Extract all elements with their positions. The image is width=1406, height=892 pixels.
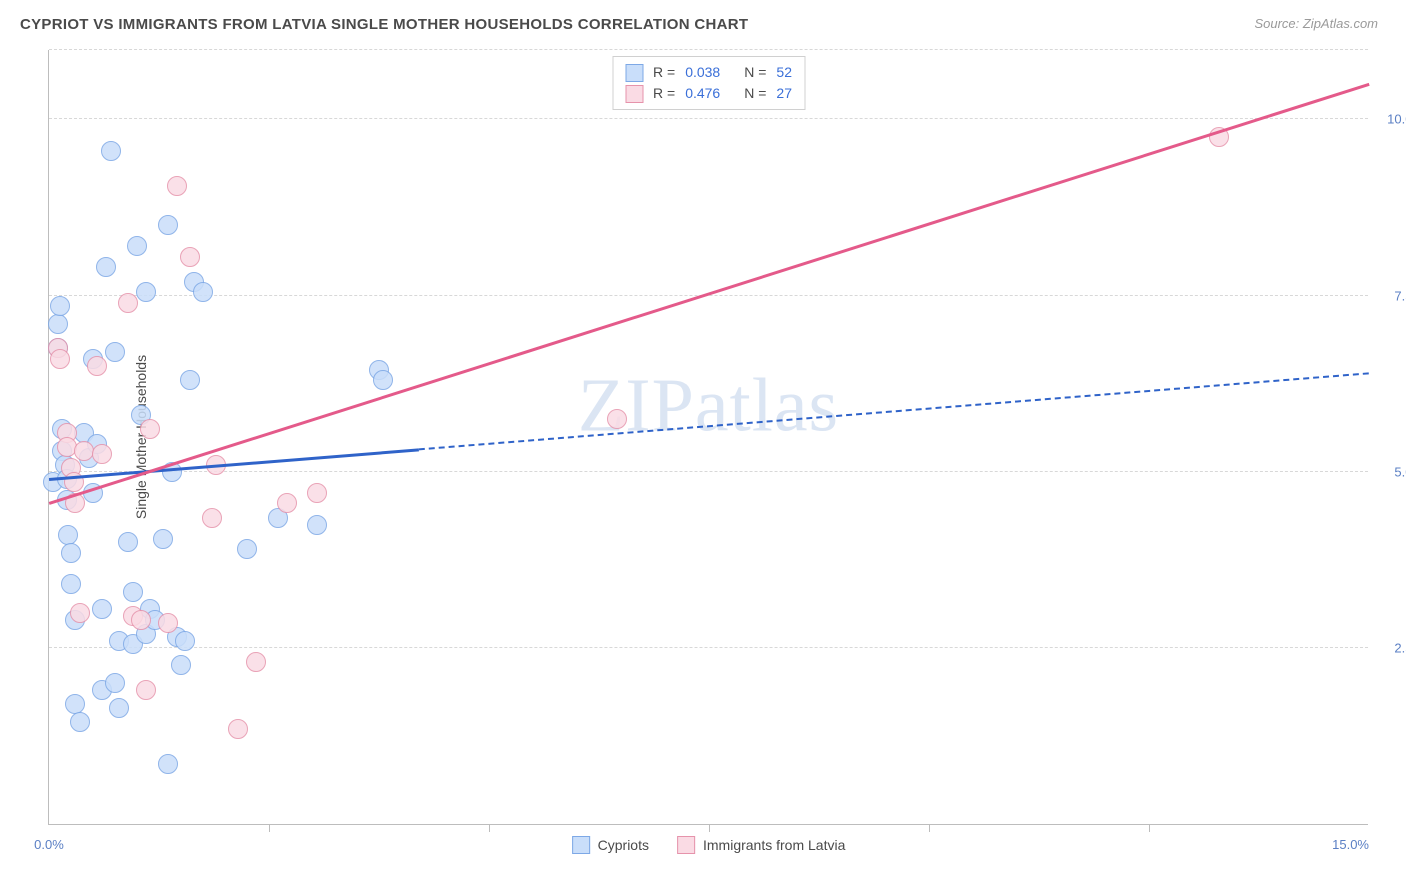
data-point: [48, 314, 68, 334]
data-point: [61, 543, 81, 563]
gridline: [49, 118, 1368, 119]
legend-label: Immigrants from Latvia: [703, 837, 845, 853]
data-point: [246, 652, 266, 672]
data-point: [373, 370, 393, 390]
data-point: [171, 655, 191, 675]
y-tick-label: 10.0%: [1387, 112, 1406, 127]
chart-source: Source: ZipAtlas.com: [1254, 16, 1378, 31]
data-point: [96, 257, 116, 277]
legend-label: Cypriots: [598, 837, 649, 853]
chart-plot-area: Single Mother Households ZIPatlas 2.5%5.…: [48, 50, 1368, 825]
legend-stat-row: R = 0.476 N = 27: [625, 83, 792, 104]
data-point: [127, 236, 147, 256]
data-point: [87, 356, 107, 376]
data-point: [180, 247, 200, 267]
legend-swatch: [677, 836, 695, 854]
stat-r-label: R =: [653, 83, 675, 104]
x-tick: [269, 824, 270, 832]
data-point: [105, 673, 125, 693]
data-point: [131, 610, 151, 630]
x-tick: [709, 824, 710, 832]
data-point: [607, 409, 627, 429]
trend-line: [49, 373, 1369, 479]
data-point: [228, 719, 248, 739]
legend-swatch: [625, 85, 643, 103]
data-point: [277, 493, 297, 513]
data-point: [153, 529, 173, 549]
data-point: [61, 574, 81, 594]
data-point: [136, 680, 156, 700]
data-point: [50, 349, 70, 369]
stat-r-value: 0.476: [685, 83, 720, 104]
data-point: [202, 508, 222, 528]
x-tick: [929, 824, 930, 832]
stat-n-label: N =: [744, 62, 766, 83]
y-tick-label: 2.5%: [1394, 640, 1406, 655]
data-point: [105, 342, 125, 362]
y-tick-label: 5.0%: [1394, 464, 1406, 479]
data-point: [118, 532, 138, 552]
chart-title: CYPRIOT VS IMMIGRANTS FROM LATVIA SINGLE…: [20, 16, 748, 33]
data-point: [167, 176, 187, 196]
data-point: [158, 613, 178, 633]
data-point: [92, 599, 112, 619]
data-point: [307, 515, 327, 535]
x-tick: [489, 824, 490, 832]
legend-item: Cypriots: [572, 836, 649, 854]
legend-stat-row: R = 0.038 N = 52: [625, 62, 792, 83]
data-point: [118, 293, 138, 313]
gridline: [49, 647, 1368, 648]
data-point: [307, 483, 327, 503]
data-point: [158, 754, 178, 774]
data-point: [123, 582, 143, 602]
data-point: [101, 141, 121, 161]
data-point: [92, 444, 112, 464]
data-point: [237, 539, 257, 559]
data-point: [180, 370, 200, 390]
stat-n-value: 27: [776, 83, 792, 104]
x-tick: [1149, 824, 1150, 832]
stat-r-label: R =: [653, 62, 675, 83]
legend-swatch: [572, 836, 590, 854]
chart-header: CYPRIOT VS IMMIGRANTS FROM LATVIA SINGLE…: [0, 0, 1406, 41]
data-point: [50, 296, 70, 316]
data-point: [140, 419, 160, 439]
data-point: [193, 282, 213, 302]
legend-stats: R = 0.038 N = 52 R = 0.476 N = 27: [612, 56, 805, 110]
legend-series: Cypriots Immigrants from Latvia: [572, 836, 846, 854]
legend-swatch: [625, 64, 643, 82]
gridline: [49, 49, 1368, 50]
stat-n-label: N =: [744, 83, 766, 104]
watermark: ZIPatlas: [578, 363, 839, 450]
stat-r-value: 0.038: [685, 62, 720, 83]
data-point: [70, 603, 90, 623]
gridline: [49, 471, 1368, 472]
x-tick-label: 15.0%: [1332, 837, 1369, 852]
data-point: [175, 631, 195, 651]
data-point: [109, 698, 129, 718]
data-point: [158, 215, 178, 235]
data-point: [136, 282, 156, 302]
data-point: [70, 712, 90, 732]
y-tick-label: 7.5%: [1394, 288, 1406, 303]
stat-n-value: 52: [776, 62, 792, 83]
legend-item: Immigrants from Latvia: [677, 836, 845, 854]
x-tick-label: 0.0%: [34, 837, 64, 852]
